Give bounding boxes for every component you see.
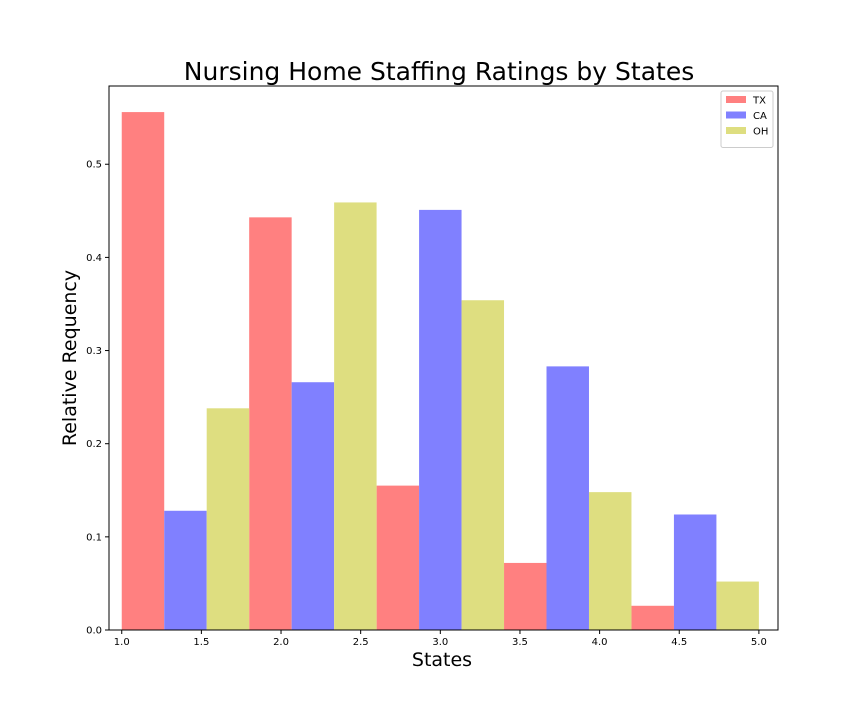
y-tick-label: 0.4 [86, 253, 102, 264]
bar-ca-1 [164, 510, 207, 630]
x-tick-label: 1.5 [193, 637, 209, 648]
bar-oh-2 [334, 202, 377, 630]
legend-label-oh: OH [753, 127, 768, 138]
x-axis-label: States [412, 649, 472, 671]
bar-tx-2 [249, 217, 292, 630]
x-tick-label: 2.0 [273, 637, 289, 648]
legend: TX CA OH [720, 90, 774, 148]
x-tick-label: 3.5 [512, 637, 528, 648]
bar-oh-1 [206, 408, 250, 630]
x-tick-label: 4.0 [592, 637, 608, 648]
legend-label-tx: TX [752, 96, 766, 107]
y-tick-label: 0.3 [86, 346, 102, 357]
legend-label-ca: CA [753, 111, 767, 122]
legend-swatch-oh [726, 127, 746, 134]
y-tick-label: 0.1 [86, 532, 102, 543]
legend-swatch-tx [726, 96, 746, 103]
chart-title: Nursing Home Staffing Ratings by States [184, 57, 694, 86]
bar-oh-3 [461, 300, 505, 630]
x-tick-label: 2.5 [353, 637, 369, 648]
y-axis: 0.0 0.1 0.2 0.3 0.4 0.5 [86, 160, 109, 637]
x-tick-label: 5.0 [751, 637, 767, 648]
plot-frame [108, 85, 779, 631]
bar-tx-1 [121, 112, 165, 630]
bar-tx-5 [631, 605, 674, 630]
y-axis-label: Relative Requency [59, 270, 81, 446]
x-axis: 1.0 1.5 2.0 2.5 3.0 3.5 4.0 4.5 5.0 [114, 630, 767, 648]
bar-oh-5 [716, 581, 759, 630]
y-tick-label: 0.2 [86, 439, 102, 450]
plot-area [121, 112, 759, 630]
bar-ca-4 [546, 366, 589, 630]
bar-ca-2 [291, 382, 335, 630]
y-tick-label: 0.5 [86, 160, 102, 171]
x-tick-label: 4.5 [671, 637, 687, 648]
bar-ca-3 [419, 209, 462, 630]
bar-tx-4 [504, 562, 547, 630]
bar-oh-4 [588, 492, 632, 630]
x-tick-label: 3.0 [432, 637, 448, 648]
x-tick-label: 1.0 [114, 637, 130, 648]
legend-swatch-ca [726, 111, 746, 119]
bar-ca-5 [673, 514, 717, 630]
bar-tx-3 [376, 485, 420, 630]
y-tick-label: 0.0 [86, 626, 102, 637]
